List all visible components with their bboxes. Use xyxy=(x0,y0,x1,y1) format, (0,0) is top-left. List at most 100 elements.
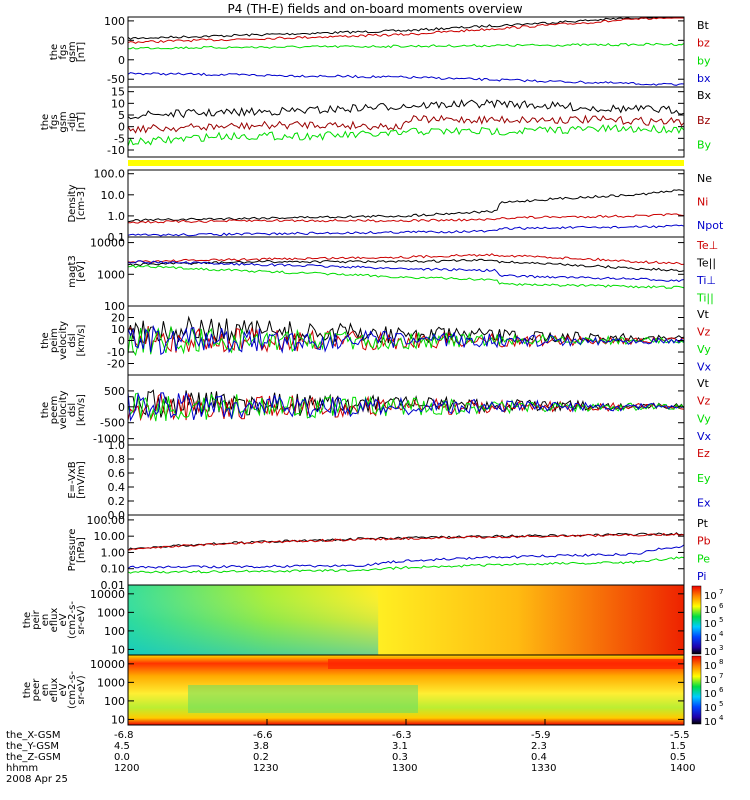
footer-value-z: 0.4 xyxy=(531,752,547,763)
series-line-Vt xyxy=(127,315,685,344)
panel-frame xyxy=(127,236,685,307)
ylabel-line: (cm2-s- xyxy=(67,671,78,709)
ytick-label: 10 xyxy=(111,643,125,656)
ytick-label: 10000 xyxy=(90,237,125,250)
ytick-label: 0 xyxy=(118,401,125,414)
panel-frame xyxy=(127,514,685,586)
footer-value-t: 1300 xyxy=(392,763,418,774)
ylabel-line: en xyxy=(40,614,51,627)
plot-title: P4 (TH-E) fields and on-board moments ov… xyxy=(227,2,523,16)
ylabel-line: dsl xyxy=(67,403,78,417)
footer-row-label: the_Y-GSM xyxy=(6,741,60,752)
ytick-label: 0.0 xyxy=(108,509,126,522)
panel-7: 1.00.80.60.40.20.0 E=-VxB[mV/m] Ez Ey Ex xyxy=(67,439,711,522)
legend-Vy: Vy xyxy=(697,412,711,425)
footer-value-y: 3.1 xyxy=(392,741,408,752)
ytick-label: 20 xyxy=(111,312,125,325)
series-line-Pb xyxy=(127,532,684,551)
ytick-label: 0 xyxy=(118,54,125,67)
colorbar-exponent: 6 xyxy=(719,602,724,610)
colorbar-strip xyxy=(691,585,702,655)
legend-Ex: Ex xyxy=(697,497,711,510)
ytick-label: 10.00 xyxy=(94,530,126,543)
ytick-label: 10 xyxy=(111,97,125,110)
ytick-label: 10000 xyxy=(90,658,125,671)
legend-Bx: Bx xyxy=(697,89,712,102)
ytick-label: 10 xyxy=(111,713,125,726)
ytick-label: -1000 xyxy=(93,433,125,446)
ytick-label: 100.00 xyxy=(87,514,126,527)
ylabel-line: gsm xyxy=(58,111,69,132)
series-line-Vy xyxy=(127,392,685,422)
footer-value-z: 0.5 xyxy=(670,752,686,763)
ylabel-line: Density xyxy=(67,184,78,222)
footer-value-z: 0.2 xyxy=(253,752,269,763)
ytick-label: 100 xyxy=(104,625,125,638)
ytick-label: 0.4 xyxy=(108,481,126,494)
ytick-label: 100 xyxy=(104,695,125,708)
series-line-By xyxy=(127,124,685,147)
ytick-label: 5 xyxy=(118,109,125,122)
ylabel-line: velocity xyxy=(58,321,69,360)
ion-spectrogram-lowE xyxy=(128,585,379,655)
ytick-label: 1.00 xyxy=(101,546,126,559)
ytick-label: 0.10 xyxy=(101,563,126,576)
footer-row-label: 2008 Apr 25 xyxy=(6,774,68,785)
ylabel-line: (cm2-s- xyxy=(67,601,78,639)
footer-value-y: 3.8 xyxy=(253,741,269,752)
ytick-label: 1.0 xyxy=(108,210,126,223)
legend-Ne: Ne xyxy=(697,172,712,185)
legend-Bz: Bz xyxy=(697,114,711,127)
series-line-Pe xyxy=(127,556,685,574)
footer-value-y: 1.5 xyxy=(670,741,686,752)
panel-4: 10000 1000 100 magt3[eV] Te⊥ Te|| Ti⊥ Ti|| xyxy=(67,236,718,313)
ytick-label: 0.01 xyxy=(101,579,126,592)
series-line-Bz xyxy=(127,114,685,134)
footer-value-x: -6.8 xyxy=(114,730,134,741)
colorbar-exponent: 3 xyxy=(719,644,723,652)
legend-Pt: Pt xyxy=(697,517,709,530)
ytick-label: 50 xyxy=(111,34,125,47)
footer-value-t: 1330 xyxy=(531,763,557,774)
footer-value-z: 0.3 xyxy=(392,752,408,763)
series-line-Vz xyxy=(127,326,685,353)
ytick-label: 500 xyxy=(104,385,125,398)
legend-Ti⊥: Ti⊥ xyxy=(696,274,716,287)
series-line-Vy xyxy=(127,325,685,357)
colorbar-exponent: 7 xyxy=(719,672,723,680)
series-line-bz xyxy=(127,17,684,44)
series-line-Pi xyxy=(127,544,685,569)
footer-value-t: 1200 xyxy=(114,763,140,774)
colorbar-label: 10 xyxy=(704,605,717,616)
colorbar-label: 10 xyxy=(704,633,717,644)
footer-value-x: -6.6 xyxy=(253,730,273,741)
ylabel-line: E=-VxB xyxy=(67,461,78,498)
footer-value-z: 0.0 xyxy=(114,752,130,763)
ylabel-line: [eV] xyxy=(76,261,87,282)
legend-Te||: Te|| xyxy=(696,256,716,269)
legend-Pi: Pi xyxy=(697,570,706,583)
series-line-bx xyxy=(127,72,685,86)
ytick-label: 10000 xyxy=(90,588,125,601)
ylabel-line: gsm xyxy=(67,41,78,62)
ytick-label: 0.1 xyxy=(108,231,126,244)
ylabel-line: peer xyxy=(31,678,42,702)
ylabel-line: [nPa] xyxy=(76,537,87,563)
ylabel-line: -dip xyxy=(67,112,78,131)
colorbar-label: 10 xyxy=(704,689,717,700)
series-line-Vx xyxy=(127,391,685,422)
ylabel-line: fgs xyxy=(58,44,69,59)
legend-Pe: Pe xyxy=(697,552,710,565)
legend-Vy: Vy xyxy=(697,343,711,356)
ytick-label: -50 xyxy=(107,73,125,86)
ylabel-line: eflux xyxy=(49,608,60,633)
legend-Pb: Pb xyxy=(697,535,711,548)
footer-value-x: -5.9 xyxy=(531,730,551,741)
ylabel-line: Pressure xyxy=(67,529,78,572)
ylabel-line: the xyxy=(40,332,51,348)
